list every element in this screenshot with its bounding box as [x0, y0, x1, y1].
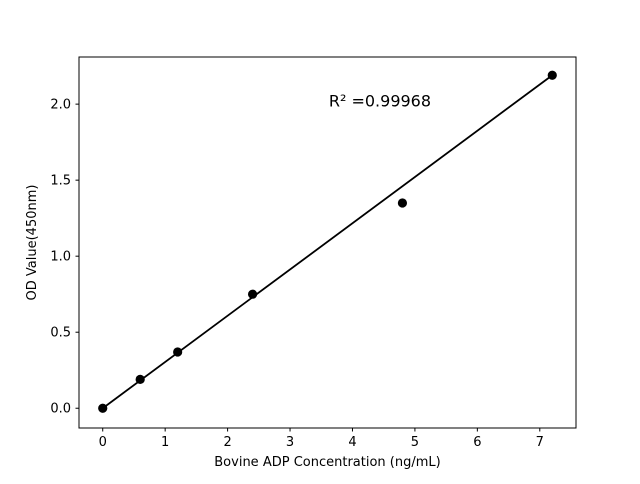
- data-point: [135, 374, 145, 384]
- x-axis-ticks: 0 1 2 3 4 5 6 7: [99, 428, 544, 450]
- y-axis-label: OD Value(450nm): [25, 185, 40, 301]
- y-tick-label: 1.0: [50, 250, 71, 265]
- y-tick-label: 2.0: [50, 98, 71, 113]
- data-point: [397, 198, 408, 208]
- y-tick-label: 0.0: [50, 402, 71, 417]
- y-tick-label: 1.5: [50, 174, 71, 189]
- x-tick-label: 2: [223, 435, 231, 450]
- x-tick-label: 0: [99, 435, 107, 450]
- x-tick-label: 3: [286, 435, 294, 450]
- plot-border: [78, 56, 577, 429]
- x-tick-label: 5: [411, 435, 419, 450]
- data-point: [247, 289, 258, 299]
- r-squared-annotation: R² =0.99968: [329, 92, 431, 111]
- data-point: [173, 347, 183, 357]
- data-point: [98, 403, 108, 413]
- x-tick-label: 6: [473, 435, 481, 450]
- data-point: [547, 70, 557, 80]
- fit-line: [101, 74, 554, 410]
- data-series: [98, 70, 557, 413]
- y-tick-label: 0.5: [50, 326, 71, 341]
- x-tick-label: 1: [161, 435, 169, 450]
- x-tick-label: 4: [348, 435, 356, 450]
- y-axis-ticks: 0.0 0.5 1.0 1.5 2.0: [50, 98, 79, 417]
- x-axis-label: Bovine ADP Concentration (ng/mL): [214, 455, 440, 470]
- x-tick-label: 7: [536, 435, 544, 450]
